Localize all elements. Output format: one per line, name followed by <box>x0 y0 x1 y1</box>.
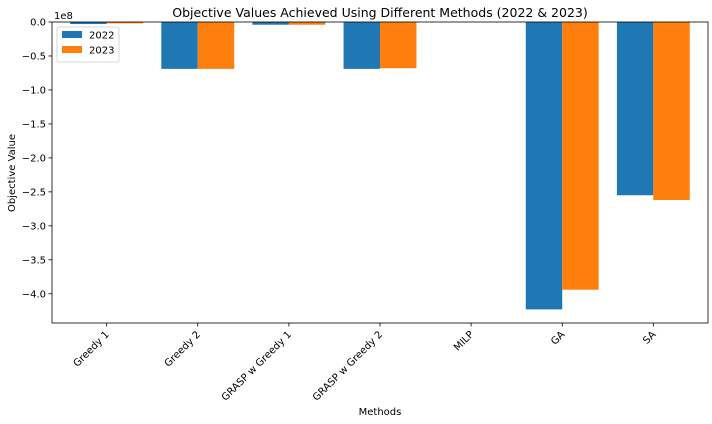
bars-group <box>70 22 690 310</box>
legend-swatch-2023 <box>62 46 82 53</box>
bar-2022-0 <box>70 22 107 25</box>
bar-2023-0 <box>106 22 144 24</box>
y-tick-label: −0.5 <box>22 51 46 62</box>
x-tick-label: GRASP w Greedy 1 <box>220 329 294 403</box>
bar-2022-2 <box>252 22 289 25</box>
bar-2022-6 <box>616 22 654 196</box>
legend-label-2022: 2022 <box>89 31 114 42</box>
y-tick-label: −1.0 <box>22 85 46 96</box>
x-axis-label: Methods <box>359 407 402 418</box>
y-offset-label: 1e8 <box>54 11 73 22</box>
bar-2022-1 <box>161 22 198 69</box>
y-tick-label: −2.0 <box>22 153 46 164</box>
x-tick-label: GRASP w Greedy 2 <box>311 329 385 403</box>
legend: 2022 2023 <box>56 26 120 63</box>
bar-2022-3 <box>343 22 380 69</box>
legend-label-2023: 2023 <box>89 46 114 57</box>
bar-2023-6 <box>653 22 690 201</box>
y-axis-label: Objective Value <box>7 134 18 212</box>
x-tick-label: Greedy 2 <box>163 329 203 369</box>
x-axis-ticks: Greedy 1 Greedy 2 GRASP w Greedy 1 GRASP w … <box>72 323 659 403</box>
y-tick-label: −1.5 <box>22 119 46 130</box>
legend-swatch-2022 <box>62 31 82 38</box>
bar-2023-1 <box>197 22 235 69</box>
y-tick-label: 0.0 <box>30 18 46 29</box>
y-tick-label: −3.5 <box>22 255 46 266</box>
y-tick-label: −4.0 <box>22 289 46 300</box>
bar-2023-2 <box>288 22 326 25</box>
x-tick-label: SA <box>641 329 658 346</box>
y-tick-label: −3.0 <box>22 221 46 232</box>
x-tick-label: MILP <box>452 329 476 353</box>
chart-title: Objective Values Achieved Using Differen… <box>172 5 588 20</box>
bar-2022-5 <box>525 22 563 310</box>
y-axis-ticks: 0.0 −0.5 −1.0 −1.5 −2.0 −2.5 −3.0 −3.5 −4.0 <box>22 18 52 300</box>
x-tick-label: GA <box>549 329 567 347</box>
x-tick-label: Greedy 1 <box>72 329 112 369</box>
bar-2023-5 <box>562 22 599 290</box>
y-tick-label: −2.5 <box>22 187 46 198</box>
bar-2023-3 <box>380 22 417 69</box>
